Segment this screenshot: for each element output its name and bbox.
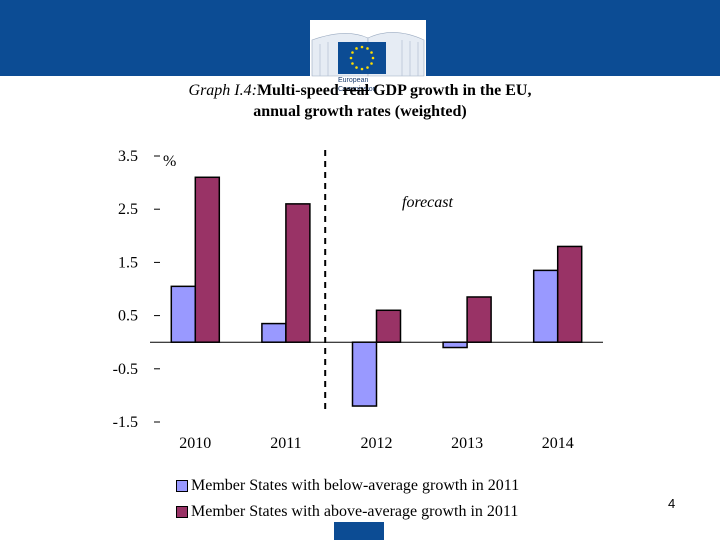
eu-star bbox=[351, 51, 354, 54]
bar-above-2013 bbox=[466, 296, 492, 343]
y-tick-label: 3.5 bbox=[118, 148, 138, 165]
logo-text-commission: Commission bbox=[338, 86, 377, 93]
eu-star bbox=[355, 66, 358, 69]
eu-star bbox=[366, 66, 369, 69]
bar-above-2011 bbox=[285, 203, 311, 343]
y-axis-label: % bbox=[163, 153, 176, 170]
legend-item-above: Member States with above-average growth … bbox=[176, 499, 519, 525]
eu-star bbox=[360, 45, 364, 49]
chart-title-strike: real bbox=[342, 82, 370, 99]
forecast-annotation: forecast bbox=[402, 194, 454, 211]
x-tick-label: 2010 bbox=[179, 435, 211, 452]
chart-title-line2: annual growth rates (weighted) bbox=[253, 103, 467, 120]
x-tick-label: 2011 bbox=[270, 435, 301, 452]
bar-below-2013 bbox=[442, 341, 468, 349]
chart-title-line1: Graph I.4:Multi-speed real GDP growth in… bbox=[0, 80, 720, 101]
legend-label-below: Member States with below-average growth … bbox=[191, 477, 520, 494]
chart-title-prefix: Graph I.4: bbox=[188, 82, 257, 99]
x-tick-label: 2013 bbox=[451, 435, 483, 452]
eu-star bbox=[371, 56, 375, 60]
eu-star bbox=[370, 51, 373, 54]
bar-below-2011 bbox=[261, 322, 287, 343]
bar-above-2014 bbox=[556, 245, 583, 343]
eu-star bbox=[355, 47, 358, 50]
y-tick-label: -0.5 bbox=[113, 361, 138, 378]
chart-title-part1: Multi-speed bbox=[256, 82, 343, 99]
legend-swatch-below bbox=[176, 480, 188, 492]
x-tick-label: 2014 bbox=[542, 435, 574, 452]
european-commission-logo: European Commission bbox=[306, 18, 430, 98]
legend-swatch-above bbox=[176, 506, 188, 518]
legend-label-above: Member States with above-average growth … bbox=[191, 503, 519, 520]
chart-legend: Member States with below-average growth … bbox=[176, 473, 519, 525]
y-tick-label: 2.5 bbox=[118, 201, 138, 218]
bar-above-2012 bbox=[375, 309, 402, 343]
bottom-banner-block bbox=[334, 522, 384, 540]
x-tick-label: 2012 bbox=[361, 435, 393, 452]
bar-above-2010 bbox=[194, 176, 221, 343]
logo-text-european: European bbox=[338, 77, 368, 84]
chart-title: Graph I.4:Multi-speed real GDP growth in… bbox=[0, 80, 720, 122]
eu-star bbox=[349, 56, 353, 60]
eu-star bbox=[370, 62, 373, 65]
bar-below-2012 bbox=[351, 341, 378, 407]
page-number: 4 bbox=[668, 496, 676, 511]
y-tick-label: 0.5 bbox=[118, 308, 138, 325]
y-tick-label: -1.5 bbox=[113, 414, 138, 431]
logo-svg: European Commission bbox=[310, 20, 426, 96]
eu-star bbox=[351, 62, 354, 65]
legend-item-below: Member States with below-average growth … bbox=[176, 473, 519, 499]
eu-star bbox=[360, 67, 364, 71]
bar-below-2010 bbox=[170, 285, 197, 343]
chart-title-part2: GDP growth in the EU, bbox=[369, 82, 532, 99]
y-tick-label: 1.5 bbox=[118, 254, 138, 271]
bar-below-2014 bbox=[532, 269, 559, 343]
eu-star bbox=[366, 47, 369, 50]
eu-stars bbox=[349, 45, 375, 71]
